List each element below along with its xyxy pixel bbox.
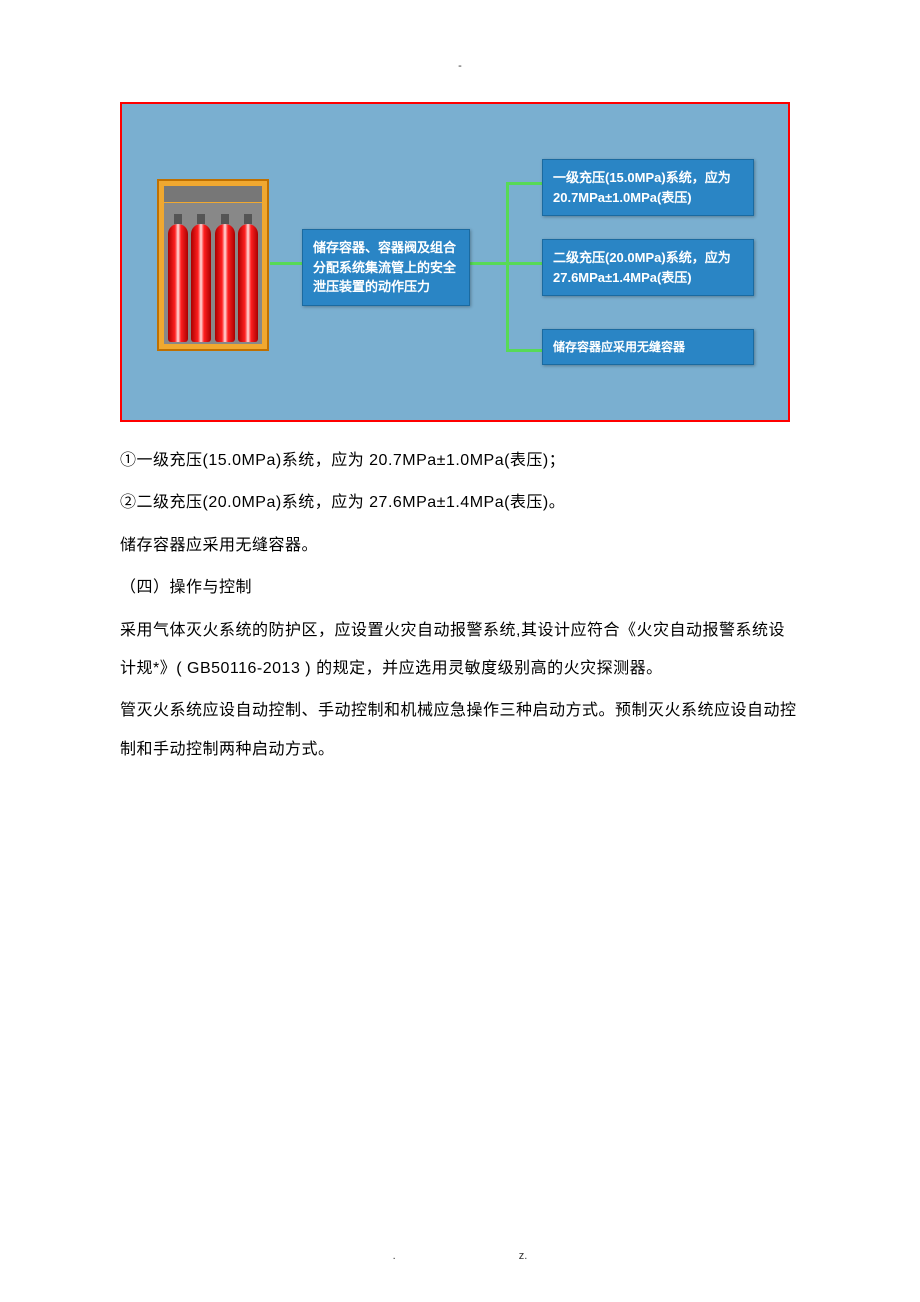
connector-line [470, 262, 506, 265]
document-body: ①一级充压(15.0MPa)系统，应为 20.7MPa±1.0MPa(表压)； … [120, 442, 800, 769]
gas-cylinder [215, 224, 235, 342]
diagram-center-label: 储存容器、容器阀及组合分配系统集流管上的安全泄压装置的动作压力 [302, 229, 470, 306]
cylinder-cabinet [157, 179, 269, 351]
header-dash: - [120, 60, 800, 72]
diagram-label-level2: 二级充压(20.0MPa)系统，应为27.6MPa±1.4MPa(表压) [542, 239, 754, 296]
paragraph-seamless: 储存容器应采用无缝容器。 [120, 527, 800, 565]
connector-line [506, 262, 542, 265]
gas-cylinder [168, 224, 188, 342]
footer-right: z. [519, 1250, 528, 1262]
connector-line [506, 349, 542, 352]
connector-line [270, 262, 302, 265]
cabinet-top-rail [164, 186, 262, 202]
connector-line [506, 182, 509, 352]
cabinet-inner [164, 203, 262, 344]
diagram-label-level1: 一级充压(15.0MPa)系统，应为20.7MPa±1.0MPa(表压) [542, 159, 754, 216]
pressure-diagram: 储存容器、容器阀及组合分配系统集流管上的安全泄压装置的动作压力 一级充压(15.… [120, 102, 790, 422]
footer-left: . [393, 1250, 396, 1262]
paragraph-level2: ②二级充压(20.0MPa)系统，应为 27.6MPa±1.4MPa(表压)。 [120, 484, 800, 522]
gas-cylinder [238, 224, 258, 342]
connector-line [506, 182, 542, 185]
paragraph-section4: （四）操作与控制 [120, 569, 800, 607]
diagram-label-seamless: 储存容器应采用无缝容器 [542, 329, 754, 365]
paragraph-alarm-system: 采用气体灭火系统的防护区，应设置火灾自动报警系统,其设计应符合《火灾自动报警系统… [120, 612, 800, 689]
paragraph-control-modes: 管灭火系统应设自动控制、手动控制和机械应急操作三种启动方式。预制灭火系统应设自动… [120, 692, 800, 769]
page-footer: . z. [0, 1250, 920, 1262]
paragraph-level1: ①一级充压(15.0MPa)系统，应为 20.7MPa±1.0MPa(表压)； [120, 442, 800, 480]
gas-cylinder [191, 224, 211, 342]
